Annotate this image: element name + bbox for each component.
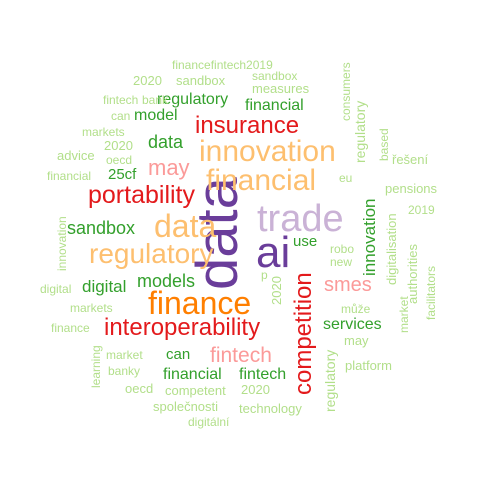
word-competition: competition (290, 272, 317, 395)
word-digital-light: digital (40, 282, 72, 296)
word-may-pink: may (148, 155, 190, 180)
word-finance: finance (148, 285, 252, 321)
word-pensions: pensions (385, 181, 438, 196)
word-use: use (293, 233, 318, 250)
word-insurance: insurance (195, 112, 300, 139)
word-ai: ai (256, 228, 291, 277)
word-regulatory-green: regulatory (157, 91, 229, 108)
word-based: based (377, 128, 391, 161)
word-services: services (323, 316, 382, 333)
word-finance-light: finance (51, 321, 90, 335)
word-reseni: řešení (392, 152, 429, 167)
word-spolecnosti: společnosti (153, 399, 219, 414)
word-sandbox-light-1: sandbox (176, 73, 226, 88)
word-eu: eu (339, 171, 353, 185)
word-competent: competent (165, 383, 226, 398)
word-financial-green-2: financial (163, 366, 222, 383)
word-data-green: data (148, 132, 184, 152)
word-market-2: market (106, 348, 143, 362)
word-facilitators: facilitators (424, 265, 438, 320)
word-banky: banky (108, 364, 141, 378)
word-trade: trade (257, 198, 344, 240)
word-digitalni: digitální (188, 415, 230, 429)
word-digital-green: digital (82, 277, 127, 296)
word-regulatory-orange: regulatory (89, 238, 214, 269)
word-innovation-orange: innovation (199, 135, 336, 168)
word-p: p (261, 268, 268, 282)
word-25cf: 25cf (108, 166, 137, 183)
word-2020-4: 2020 (241, 382, 270, 397)
word-financefintech2019: financefintech2019 (172, 58, 273, 72)
word-bank: bank (142, 93, 169, 107)
word-consumers: consumers (339, 62, 353, 121)
word-may-light: may (344, 333, 369, 348)
word-advice: advice (57, 148, 95, 163)
word-2019: 2019 (408, 203, 435, 217)
word-fintech-light-1: fintech (103, 93, 139, 107)
word-2020-2: 2020 (104, 138, 133, 153)
word-portability: portability (88, 181, 195, 209)
word-2020-3: 2020 (269, 276, 284, 305)
word-innovation-light: innovation (55, 216, 69, 271)
word-authorities: authorities (405, 244, 420, 304)
word-new: new (330, 255, 353, 269)
word-data-orange: data (154, 208, 217, 244)
word-can-green: can (166, 346, 191, 363)
word-market-1: market (397, 296, 411, 333)
word-regulatory-light: regulatory (352, 100, 368, 163)
word-sandbox-light-2: sandbox (252, 69, 298, 83)
word-fintech-green: fintech (239, 366, 287, 383)
word-innovation-green: innovation (360, 198, 379, 276)
word-muze: může (341, 302, 371, 316)
word-platform: platform (345, 358, 392, 373)
word-fintech-pink: fintech (210, 344, 272, 367)
word-models: models (137, 271, 196, 291)
word-markets-1: markets (82, 125, 125, 139)
word-financial-green-1: financial (245, 97, 304, 114)
word-financial-light: financial (47, 169, 92, 183)
word-2020-1: 2020 (133, 73, 162, 88)
word-interoperability: interoperability (104, 314, 261, 341)
word-markets-2: markets (70, 301, 113, 315)
word-financial-orange: financial (206, 164, 317, 197)
word-measures: measures (252, 81, 310, 96)
word-oecd-1: oecd (106, 153, 133, 167)
word-oecd-2: oecd (125, 381, 154, 396)
word-can-light-1: can (111, 109, 131, 123)
word-model: model (134, 107, 178, 124)
word-smes: smes (324, 274, 372, 296)
word-learning: learning (89, 345, 103, 388)
word-robo: robo (330, 242, 355, 256)
word-sandbox-green: sandbox (67, 218, 136, 238)
word-regulatory-vertical: regulatory (322, 349, 338, 412)
word-digitalisation: digitalisation (384, 213, 399, 285)
word-technology: technology (239, 401, 302, 416)
